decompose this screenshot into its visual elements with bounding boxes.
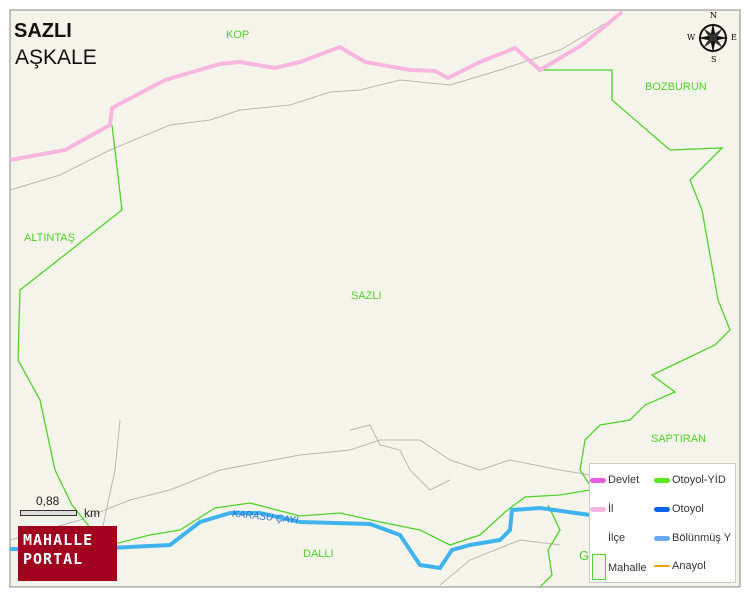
otoyol-swatch-icon xyxy=(654,506,670,512)
legend-anayol: Anayol xyxy=(654,559,706,573)
legend-otoyol: Otoyol xyxy=(654,502,704,516)
legend-label: Bölünmüş Y xyxy=(672,532,732,544)
legend-bolunmus: Bölünmüş Y xyxy=(654,531,731,545)
legend-label: Otoyol xyxy=(672,503,704,515)
place-sazli[interactable]: SAZLI xyxy=(351,290,382,302)
map-subtitle: AŞKALE xyxy=(15,46,97,69)
scale-bar-graphic xyxy=(20,510,77,516)
bolunmus-swatch-icon xyxy=(654,535,670,541)
place-g[interactable]: G xyxy=(579,548,590,563)
compass-w: W xyxy=(687,33,696,42)
mahalle-boundary-south xyxy=(109,489,591,588)
legend-otoyol-yid: Otoyol-YİD xyxy=(654,473,726,487)
legend-mahalle: Mahalle xyxy=(608,561,647,575)
karasu-river xyxy=(9,505,591,571)
compass-s: S xyxy=(711,55,717,64)
place-bozburun[interactable]: BOZBURUN xyxy=(645,81,707,93)
map-legend: Devlet Otoyol-YİD İl Otoyol İlçe Bölünmü… xyxy=(589,463,736,583)
legend-label: Devlet xyxy=(608,474,640,486)
scale-unit: km xyxy=(84,506,100,520)
logo-line1: MAHALLE xyxy=(23,531,94,549)
legend-label: Otoyol-YİD xyxy=(672,474,726,486)
place-saptiran[interactable]: SAPTIRAN xyxy=(651,433,707,445)
legend-il: İl xyxy=(590,502,614,516)
compass-e: E xyxy=(731,33,737,42)
roads xyxy=(9,14,621,586)
anayol-swatch-icon xyxy=(654,565,670,568)
devlet-swatch-icon xyxy=(590,477,606,483)
place-kop[interactable]: KOP xyxy=(226,29,250,41)
map-title: SAZLI xyxy=(14,20,72,42)
scale-value: 0,88 xyxy=(36,494,60,508)
otoyol-yid-swatch-icon xyxy=(654,477,670,483)
il-swatch-icon xyxy=(590,506,606,512)
place-dalli[interactable]: DALLI xyxy=(303,548,334,560)
mahalle-swatch-icon xyxy=(592,554,606,580)
mahalle-boundary xyxy=(17,69,731,541)
legend-label: Anayol xyxy=(672,560,706,572)
logo-line2: PORTAL xyxy=(23,550,84,568)
province-border xyxy=(9,10,624,162)
place-altintas[interactable]: ALTINTAŞ xyxy=(24,232,75,244)
legend-ilce: İlçe xyxy=(608,531,625,545)
legend-devlet: Devlet xyxy=(590,473,639,487)
legend-label: Mahalle xyxy=(608,562,647,574)
compass-n: N xyxy=(710,11,717,20)
legend-label: İl xyxy=(608,503,614,515)
mahalle-portal-logo[interactable]: MAHALLE PORTAL xyxy=(18,526,117,581)
compass-rose-icon xyxy=(698,23,728,53)
legend-label: İlçe xyxy=(608,532,626,544)
